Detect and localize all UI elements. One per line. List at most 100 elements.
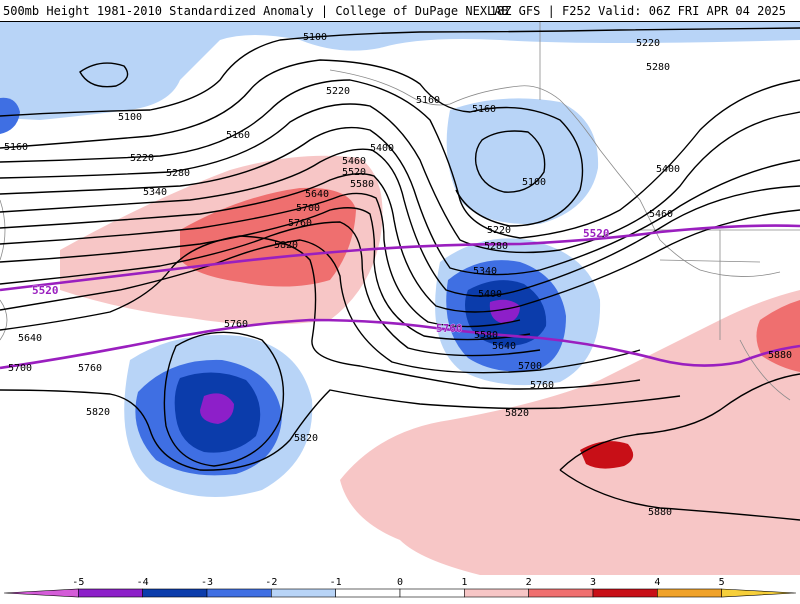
contour-5820-closed [163,331,285,467]
contour-5880 [559,373,800,521]
contour-label: 5340 [473,266,497,277]
contour-labels: 5100 5100 5100 5160 5160 5160 5160 5220 … [4,32,792,518]
contour-label: 5400 [478,289,502,300]
contour-label: 5100 [303,32,327,43]
colorbar-swatch [142,588,208,598]
highlight-contour-label: 5760 [436,322,463,335]
colorbar-labels: -5 -4 -3 -2 -1 0 1 2 3 4 5 [72,577,724,588]
contour-label: 5700 [8,363,32,374]
contour-5400 [0,148,800,297]
contour-5100-gulf-low [474,130,546,193]
coastline-baja [739,339,791,401]
contour-label: 5220 [487,225,511,236]
contour-5700 [0,239,641,374]
colorbar-tick-label: 5 [719,577,725,588]
coastline-asia [0,199,8,341]
coastlines [0,22,800,401]
highlight-contours [0,224,800,370]
pos-anomaly-south-core [580,441,634,469]
contour-5640 [0,221,541,357]
contour-label: 5460 [342,156,366,167]
contour-5160 [0,59,584,227]
contour-label: 5220 [130,153,154,164]
contour-label: 5880 [768,350,792,361]
contour-label: 5160 [4,142,28,153]
contour-5820-pacific [0,389,681,471]
contour-label: 5520 [342,167,366,178]
contour-label: 5400 [370,143,394,154]
highlight-contour-labels: 5520 5520 5760 [32,227,610,336]
contour-label: 5700 [518,361,542,372]
colorbar-tick-label: 4 [654,577,660,588]
model-run-info: 18Z GFS | F252 Valid: 06Z FRI APR 04 202… [489,4,786,18]
contour-label: 5820 [86,407,110,418]
colorbar-tick-label: 0 [397,577,403,588]
colorbar-swatch [657,588,722,598]
highlight-contour-label: 5520 [583,227,610,240]
colorbar-svg: -5 -4 -3 -2 -1 0 1 2 3 4 5 [3,577,797,598]
pos-anomaly-south-broad [340,290,800,575]
highlight-contour-5760 [0,318,800,370]
contour-label: 5760 [78,363,102,374]
contour-label: 5820 [294,433,318,444]
contour-label: 5460 [649,209,673,220]
contour-label: 5820 [274,240,298,251]
colorbar-swatch [206,588,272,598]
map-panel: 5100 5100 5100 5160 5160 5160 5160 5220 … [0,22,800,575]
contour-5100-closed-left [79,62,129,88]
contour-label: 5580 [474,330,498,341]
height-contours [0,27,800,521]
contour-label: 5160 [416,95,440,106]
neg-anomaly-top-strip [0,22,800,120]
contour-label: 5820 [505,408,529,419]
contour-5460 [0,173,800,313]
neg-anomaly-pacific-core [200,393,234,424]
highlight-contour-label: 5520 [32,284,59,297]
colorbar-tick-label: -5 [72,577,84,588]
colorbar-swatch [721,588,797,598]
contour-label: 5760 [530,380,554,391]
contour-label: 5700 [296,203,320,214]
colorbar-tick-label: 2 [526,577,532,588]
colorbar-tick-label: -4 [137,577,149,588]
colorbar-swatch [399,588,465,598]
colorbar-swatch [464,588,529,598]
colorbar-legend: -5 -4 -3 -2 -1 0 1 2 3 4 5 [0,575,800,600]
colorbar-tick-label: 3 [590,577,596,588]
colorbar-tick-label: -2 [265,577,277,588]
title-bar: 500mb Height 1981-2010 Standardized Anom… [0,0,800,22]
contour-label: 5100 [118,112,142,123]
contour-label: 5280 [166,168,190,179]
colorbar-swatch [78,588,143,598]
contour-5580 [0,207,531,341]
anomaly-map: 5100 5100 5100 5160 5160 5160 5160 5220 … [0,22,800,575]
colorbar-swatch [271,588,336,598]
neg-anomaly-cutoff-core [489,299,520,324]
contour-label: 5400 [656,164,680,175]
contour-label: 5160 [226,130,250,141]
contour-label: 5160 [472,104,496,115]
colorbar-swatches [3,588,797,598]
contour-label: 5280 [484,241,508,252]
contour-5220 [0,79,800,239]
contour-label: 5640 [18,333,42,344]
contour-label: 5340 [143,187,167,198]
colorbar-swatch [3,588,79,598]
contour-label: 5100 [522,177,546,188]
colorbar-swatch [528,588,594,598]
contour-5760 [0,235,641,390]
highlight-contour-5520 [0,224,800,292]
product-title: 500mb Height 1981-2010 Standardized Anom… [3,4,509,18]
colorbar-swatch [335,588,401,598]
neg-anomaly-gulf-low [446,98,599,225]
colorbar-tick-label: -1 [330,577,342,588]
contour-5280 [0,103,800,254]
contour-label: 5880 [648,507,672,518]
contour-label: 5220 [326,86,350,97]
contour-5520 [0,192,521,328]
colorbar-tick-label: 1 [461,577,467,588]
contour-label: 5280 [646,62,670,73]
contour-label: 5760 [224,319,248,330]
border-us-states [640,229,800,340]
